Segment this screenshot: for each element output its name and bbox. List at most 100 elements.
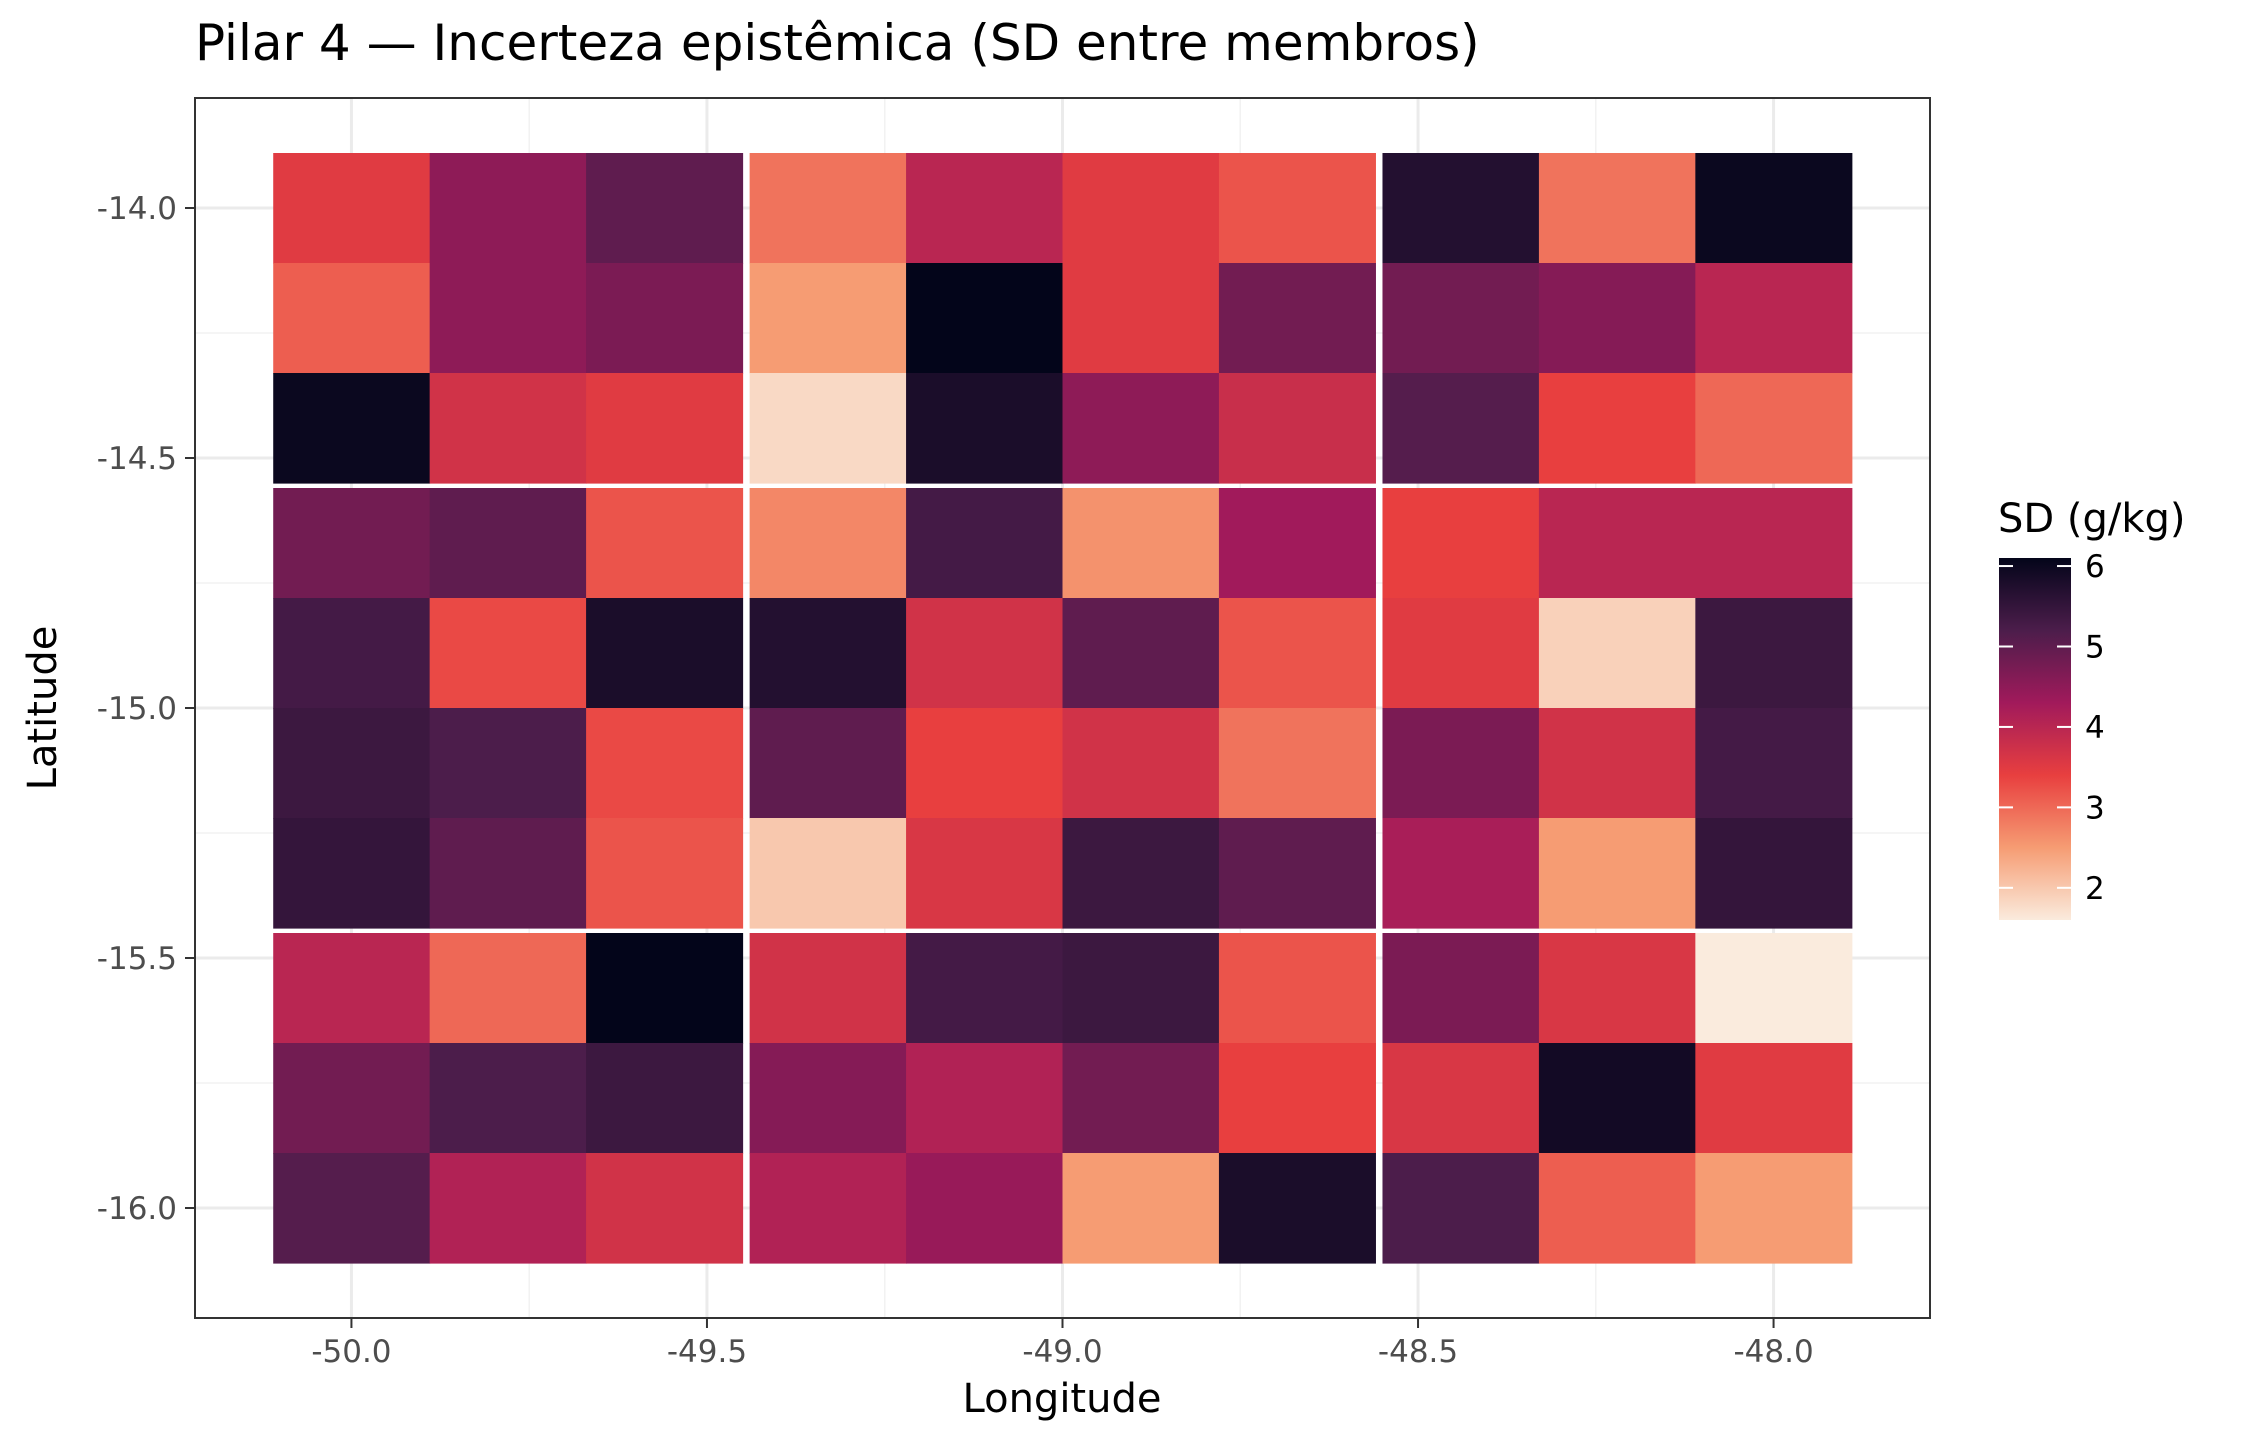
heatmap-cell [1062, 1153, 1220, 1264]
heatmap-cell [906, 373, 1064, 484]
heatmap-cell [1382, 1153, 1540, 1264]
color-legend: SD (g/kg) 2 3 4 5 6 [1998, 496, 2186, 920]
heatmap-cell [1538, 1153, 1696, 1264]
heatmap-cell [1062, 488, 1220, 599]
heatmap-cell [273, 933, 431, 1044]
heatmap-cell [1218, 708, 1376, 819]
heatmap-cell [273, 818, 431, 929]
heatmap-cell [906, 488, 1064, 599]
heatmap-cell [906, 263, 1064, 374]
legend-tick-label: 2 [2085, 871, 2105, 907]
x-tick-label: -50.0 [311, 1334, 391, 1370]
heatmap-cell [749, 373, 907, 484]
heatmap-cell [1695, 708, 1853, 819]
heatmap-cell [1062, 933, 1220, 1044]
legend-tick-label: 4 [2085, 710, 2105, 746]
heatmap-cell [1382, 933, 1540, 1044]
heatmap-cells [273, 153, 1853, 1264]
heatmap-cell [1695, 488, 1853, 599]
legend-colorbar [1999, 558, 2071, 920]
x-tick-label: -48.0 [1733, 1334, 1813, 1370]
heatmap-cell [906, 1043, 1064, 1154]
heatmap-cell [1695, 373, 1853, 484]
y-axis: -14.0 -14.5 -15.0 -15.5 -16.0 [97, 191, 195, 1227]
heatmap-cell [1218, 153, 1376, 264]
heatmap-cell [273, 153, 431, 264]
heatmap-cell [586, 598, 744, 709]
heatmap-cell [1382, 373, 1540, 484]
heatmap-cell [1695, 598, 1853, 709]
heatmap-cell [1218, 1153, 1376, 1264]
legend-ticks: 2 3 4 5 6 [1999, 549, 2105, 907]
heatmap-cell [1062, 373, 1220, 484]
heatmap-cell [586, 373, 744, 484]
heatmap-cell [273, 373, 431, 484]
y-tick-label: -15.0 [97, 691, 177, 727]
heatmap-cell [586, 1153, 744, 1264]
x-axis-title: Longitude [963, 1376, 1162, 1422]
heatmap-cell [749, 1153, 907, 1264]
heatmap-cell [906, 598, 1064, 709]
heatmap-cell [586, 1043, 744, 1154]
y-axis-title: Latitude [20, 626, 66, 791]
heatmap-cell [429, 818, 587, 929]
heatmap-cell [429, 708, 587, 819]
heatmap-cell [1382, 708, 1540, 819]
heatmap-cell [1062, 598, 1220, 709]
heatmap-cell [1538, 598, 1696, 709]
heatmap-cell [429, 373, 587, 484]
heatmap-cell [749, 708, 907, 819]
heatmap-cell [1382, 153, 1540, 264]
heatmap-cell [586, 488, 744, 599]
heatmap-cell [1218, 373, 1376, 484]
heatmap-cell [906, 1153, 1064, 1264]
heatmap-cell [429, 933, 587, 1044]
heatmap-cell [1382, 263, 1540, 374]
heatmap-cell [1538, 708, 1696, 819]
heatmap-cell [1218, 818, 1376, 929]
heatmap-cell [1538, 488, 1696, 599]
heatmap-cell [1695, 263, 1853, 374]
heatmap-cell [429, 263, 587, 374]
heatmap-cell [906, 818, 1064, 929]
heatmap-cell [429, 488, 587, 599]
heatmap-cell [586, 818, 744, 929]
chart-title: Pilar 4 — Incerteza epistêmica (SD entre… [195, 14, 1480, 72]
legend-title: SD (g/kg) [1998, 496, 2186, 542]
x-tick-label: -49.5 [667, 1334, 747, 1370]
heatmap-cell [749, 263, 907, 374]
y-tick-label: -16.0 [97, 1191, 177, 1227]
heatmap-cell [906, 708, 1064, 819]
heatmap-cell [749, 598, 907, 709]
heatmap-cell [1218, 598, 1376, 709]
legend-tick-label: 3 [2085, 790, 2105, 826]
y-tick-label: -15.5 [97, 941, 177, 977]
heatmap-cell [1382, 818, 1540, 929]
heatmap-cell [1062, 263, 1220, 374]
heatmap-cell [1538, 818, 1696, 929]
x-tick-label: -49.0 [1022, 1334, 1102, 1370]
heatmap-cell [429, 598, 587, 709]
heatmap-cell [1062, 818, 1220, 929]
heatmap-cell [1218, 263, 1376, 374]
heatmap-cell [586, 933, 744, 1044]
heatmap-cell [1538, 373, 1696, 484]
heatmap-cell [586, 153, 744, 264]
heatmap-cell [429, 1153, 587, 1264]
heatmap-cell [1695, 933, 1853, 1044]
heatmap-cell [273, 598, 431, 709]
heatmap-cell [906, 153, 1064, 264]
heatmap-cell [1538, 263, 1696, 374]
heatmap-cell [1538, 153, 1696, 264]
heatmap-cell [273, 263, 431, 374]
heatmap-cell [586, 708, 744, 819]
heatmap-cell [1218, 488, 1376, 599]
heatmap-cell [273, 708, 431, 819]
heatmap-cell [749, 933, 907, 1044]
heatmap-cell [749, 1043, 907, 1154]
heatmap-cell [749, 488, 907, 599]
heatmap-cell [429, 153, 587, 264]
heatmap-cell [1218, 933, 1376, 1044]
legend-tick-label: 6 [2085, 549, 2105, 585]
